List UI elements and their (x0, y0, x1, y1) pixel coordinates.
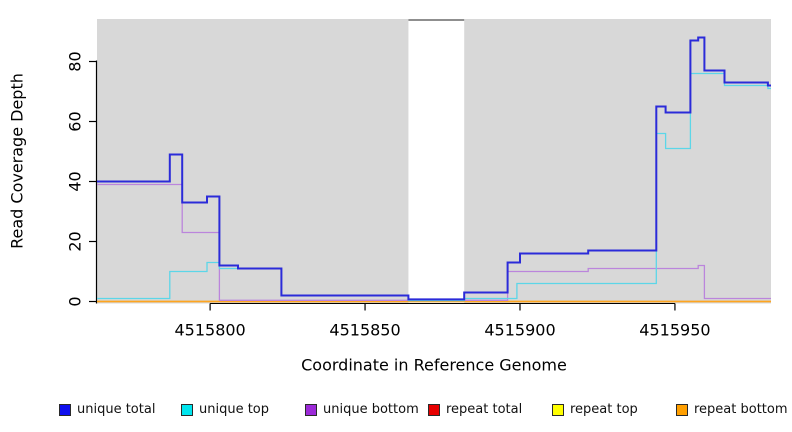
coverage-gap-band (408, 19, 465, 304)
y-tick-label: 60 (66, 111, 85, 131)
x-tick-label: 4515950 (639, 321, 710, 340)
y-tick-label: 40 (66, 171, 85, 191)
x-tick-label: 4515900 (484, 321, 555, 340)
x-axis-title: Coordinate in Reference Genome (301, 355, 567, 375)
series-line-unique-top (97, 72, 771, 302)
x-tick-label: 4515850 (329, 321, 400, 340)
series-line-unique-bottom (97, 183, 771, 301)
y-tick-label: 80 (66, 51, 85, 71)
y-axis-title: Read Coverage Depth (7, 73, 27, 249)
x-tick-label: 4515800 (174, 321, 245, 340)
y-tick-label: 20 (66, 231, 85, 251)
series-line-unique-total (97, 36, 771, 301)
y-tick-label: 0 (66, 296, 85, 306)
